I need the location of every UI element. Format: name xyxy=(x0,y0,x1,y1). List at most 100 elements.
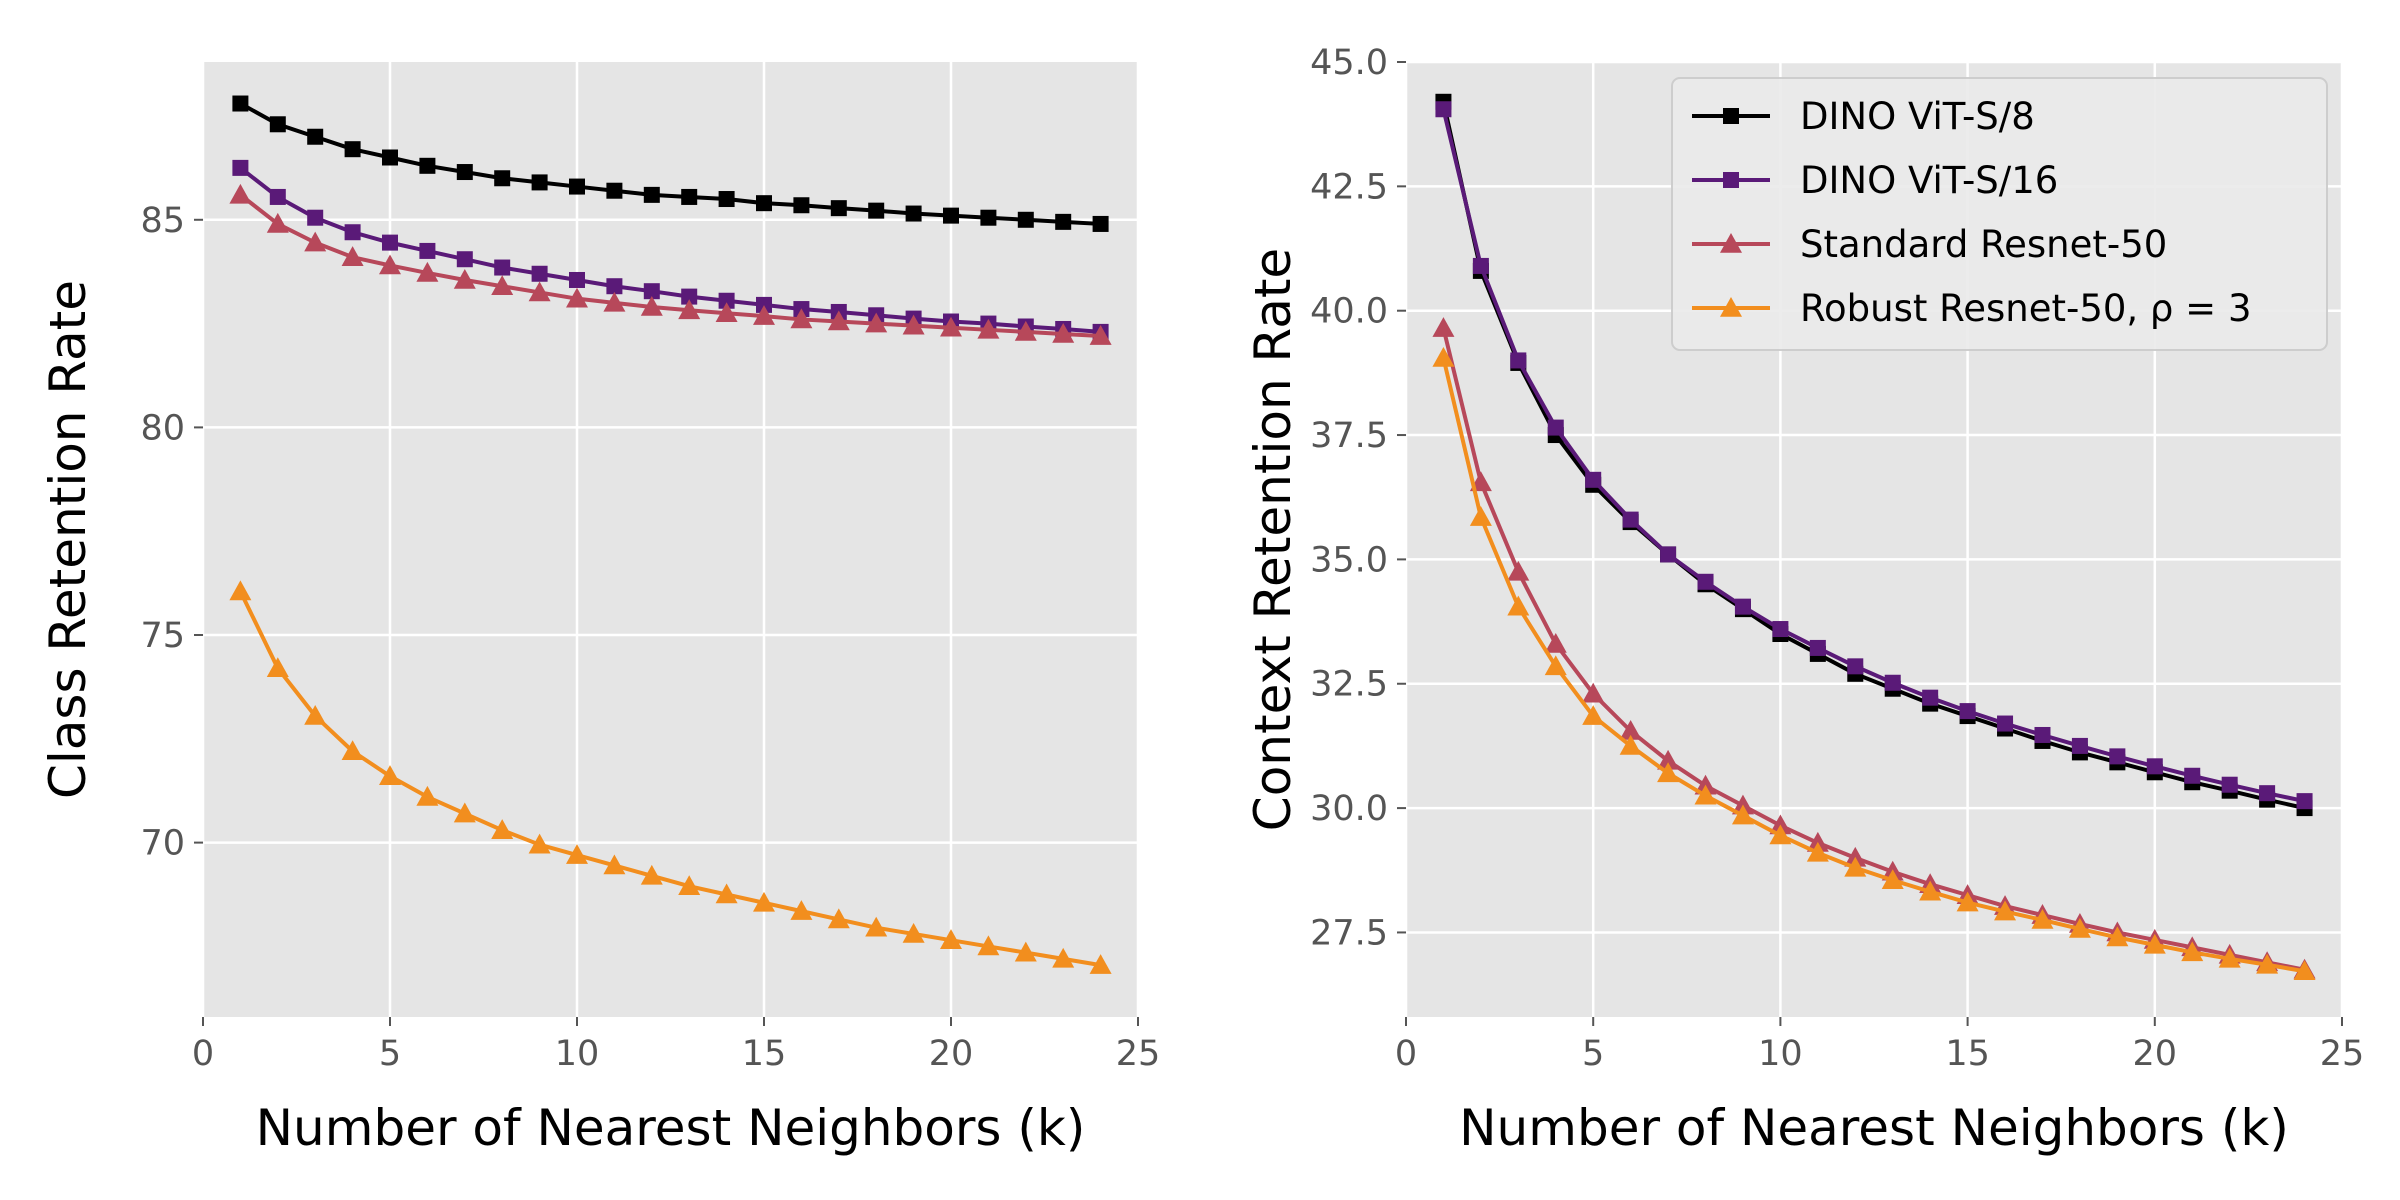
data-point xyxy=(566,844,588,864)
data-point xyxy=(1694,784,1717,805)
legend-box xyxy=(1671,77,2328,351)
data-point xyxy=(977,935,1000,956)
data-point xyxy=(753,891,775,912)
data-point xyxy=(1432,346,1455,367)
data-point xyxy=(491,275,514,296)
data-point xyxy=(1052,947,1075,968)
data-point xyxy=(865,312,888,333)
y-tick-label: 27.5 xyxy=(1310,913,1388,953)
data-point xyxy=(566,287,588,308)
x-tick-label: 20 xyxy=(929,1034,974,1074)
data-point xyxy=(1510,352,1527,369)
data-point xyxy=(606,182,623,199)
data-point xyxy=(943,207,959,224)
data-point xyxy=(1959,703,1976,720)
series-robust-resnet-50-3 xyxy=(1432,346,2316,981)
data-point xyxy=(1089,954,1112,974)
data-point xyxy=(229,183,252,204)
x-tick-label: 25 xyxy=(2320,1034,2365,1074)
data-point xyxy=(2256,953,2279,974)
data-point xyxy=(569,271,585,288)
data-point xyxy=(603,854,626,875)
data-point xyxy=(640,864,663,885)
data-point xyxy=(1731,794,1754,815)
data-point xyxy=(1469,506,1492,526)
data-point xyxy=(715,302,738,323)
data-point xyxy=(1544,655,1567,676)
data-point xyxy=(1052,322,1075,343)
data-point xyxy=(416,785,439,806)
series-standard-resnet-50 xyxy=(229,183,1112,345)
data-point xyxy=(1844,856,1867,877)
data-point xyxy=(382,149,398,166)
data-point xyxy=(453,268,476,289)
data-point xyxy=(868,202,885,219)
data-point xyxy=(681,188,698,205)
data-point xyxy=(1507,560,1530,581)
y-axis-label: Context Retention Rate xyxy=(1244,248,1302,831)
data-point xyxy=(2296,793,2313,810)
data-point xyxy=(1585,471,1602,488)
legend-label-standard-resnet-50: Standard Resnet-50 xyxy=(1800,223,2167,266)
x-tick-label: 10 xyxy=(1758,1034,1803,1074)
data-point xyxy=(681,288,698,305)
data-point xyxy=(2071,737,2088,754)
legend-marker xyxy=(1723,172,1739,188)
data-point xyxy=(1472,257,1489,274)
data-point xyxy=(2293,960,2316,981)
data-point xyxy=(2034,726,2051,743)
data-point xyxy=(1806,841,1829,862)
data-point xyxy=(2109,748,2126,765)
data-point xyxy=(830,200,847,217)
data-point xyxy=(1092,215,1109,232)
x-tick-label: 5 xyxy=(379,1034,401,1074)
y-tick-label: 45.0 xyxy=(1310,43,1388,83)
data-point xyxy=(977,318,1000,339)
y-tick-label: 37.5 xyxy=(1310,416,1388,456)
data-point xyxy=(1544,632,1567,653)
legend-marker xyxy=(1720,297,1742,317)
data-point xyxy=(865,916,888,937)
data-point xyxy=(1997,715,2014,732)
x-tick-label: 20 xyxy=(2133,1034,2178,1074)
data-point xyxy=(569,178,585,195)
data-point xyxy=(980,209,997,226)
data-point xyxy=(1014,941,1037,962)
legend-label-dino-vit-s-16: DINO ViT-S/16 xyxy=(1800,159,2058,202)
data-point xyxy=(1844,846,1867,867)
data-point xyxy=(304,704,327,725)
legend-label-dino-vit-s-8: DINO ViT-S/8 xyxy=(1800,95,2035,138)
data-point xyxy=(1582,682,1605,703)
y-tick-label: 32.5 xyxy=(1310,665,1388,705)
data-point xyxy=(753,305,775,325)
legend-marker xyxy=(1720,233,1742,253)
data-point xyxy=(2221,776,2238,793)
data-point xyxy=(494,259,511,276)
data-point xyxy=(790,900,813,920)
data-point xyxy=(344,141,361,158)
x-tick-label: 15 xyxy=(1945,1034,1990,1074)
data-point xyxy=(827,310,850,331)
series-dino-vit-s-8 xyxy=(232,95,1109,232)
data-point xyxy=(1922,689,1939,706)
data-point xyxy=(678,299,701,320)
data-point xyxy=(266,212,289,233)
data-point xyxy=(2184,767,2201,784)
data-point xyxy=(1694,774,1717,795)
data-point xyxy=(2068,917,2091,938)
data-point xyxy=(1507,595,1530,616)
data-point xyxy=(905,205,922,222)
data-point xyxy=(827,908,850,929)
data-point xyxy=(1619,734,1642,755)
data-point xyxy=(1772,621,1789,638)
data-point xyxy=(756,296,772,313)
data-point xyxy=(1619,719,1642,740)
data-point xyxy=(1847,658,1864,675)
data-point xyxy=(307,128,324,145)
data-point xyxy=(940,316,962,337)
data-point xyxy=(491,819,514,839)
y-tick-label: 30.0 xyxy=(1310,789,1388,829)
data-point xyxy=(718,191,735,208)
data-point xyxy=(341,246,364,266)
data-point xyxy=(1769,814,1792,835)
